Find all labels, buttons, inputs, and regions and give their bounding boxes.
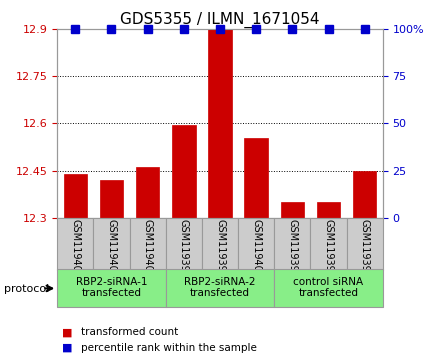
Text: GSM1194002: GSM1194002 xyxy=(106,219,117,285)
Text: GSM1193998: GSM1193998 xyxy=(215,219,225,284)
Bar xyxy=(63,174,87,218)
Text: protocol: protocol xyxy=(4,284,50,294)
Text: transformed count: transformed count xyxy=(81,327,179,337)
Bar xyxy=(100,180,123,218)
Text: ■: ■ xyxy=(62,343,72,353)
Bar xyxy=(245,138,268,218)
Text: GSM1193997: GSM1193997 xyxy=(323,219,334,285)
Bar xyxy=(317,202,340,218)
Bar xyxy=(208,29,232,218)
Bar xyxy=(353,171,377,218)
Text: ■: ■ xyxy=(62,327,72,337)
FancyBboxPatch shape xyxy=(166,269,274,307)
FancyBboxPatch shape xyxy=(129,218,166,270)
Text: control siRNA
transfected: control siRNA transfected xyxy=(293,277,363,298)
FancyBboxPatch shape xyxy=(57,218,93,270)
FancyBboxPatch shape xyxy=(311,218,347,270)
Title: GDS5355 / ILMN_1671054: GDS5355 / ILMN_1671054 xyxy=(120,12,320,28)
Text: GSM1194001: GSM1194001 xyxy=(70,219,80,284)
FancyBboxPatch shape xyxy=(166,218,202,270)
Text: percentile rank within the sample: percentile rank within the sample xyxy=(81,343,257,353)
Bar xyxy=(136,167,159,218)
FancyBboxPatch shape xyxy=(57,269,166,307)
Text: GSM1194000: GSM1194000 xyxy=(251,219,261,284)
Text: GSM1193999: GSM1193999 xyxy=(360,219,370,284)
Text: GSM1193996: GSM1193996 xyxy=(179,219,189,284)
FancyBboxPatch shape xyxy=(202,218,238,270)
Text: GSM1193995: GSM1193995 xyxy=(287,219,297,285)
Text: GSM1194003: GSM1194003 xyxy=(143,219,153,284)
Bar xyxy=(172,125,195,218)
Text: RBP2-siRNA-1
transfected: RBP2-siRNA-1 transfected xyxy=(76,277,147,298)
Text: RBP2-siRNA-2
transfected: RBP2-siRNA-2 transfected xyxy=(184,277,256,298)
Bar xyxy=(281,202,304,218)
FancyBboxPatch shape xyxy=(238,218,274,270)
FancyBboxPatch shape xyxy=(274,269,383,307)
FancyBboxPatch shape xyxy=(93,218,129,270)
FancyBboxPatch shape xyxy=(274,218,311,270)
FancyBboxPatch shape xyxy=(347,218,383,270)
